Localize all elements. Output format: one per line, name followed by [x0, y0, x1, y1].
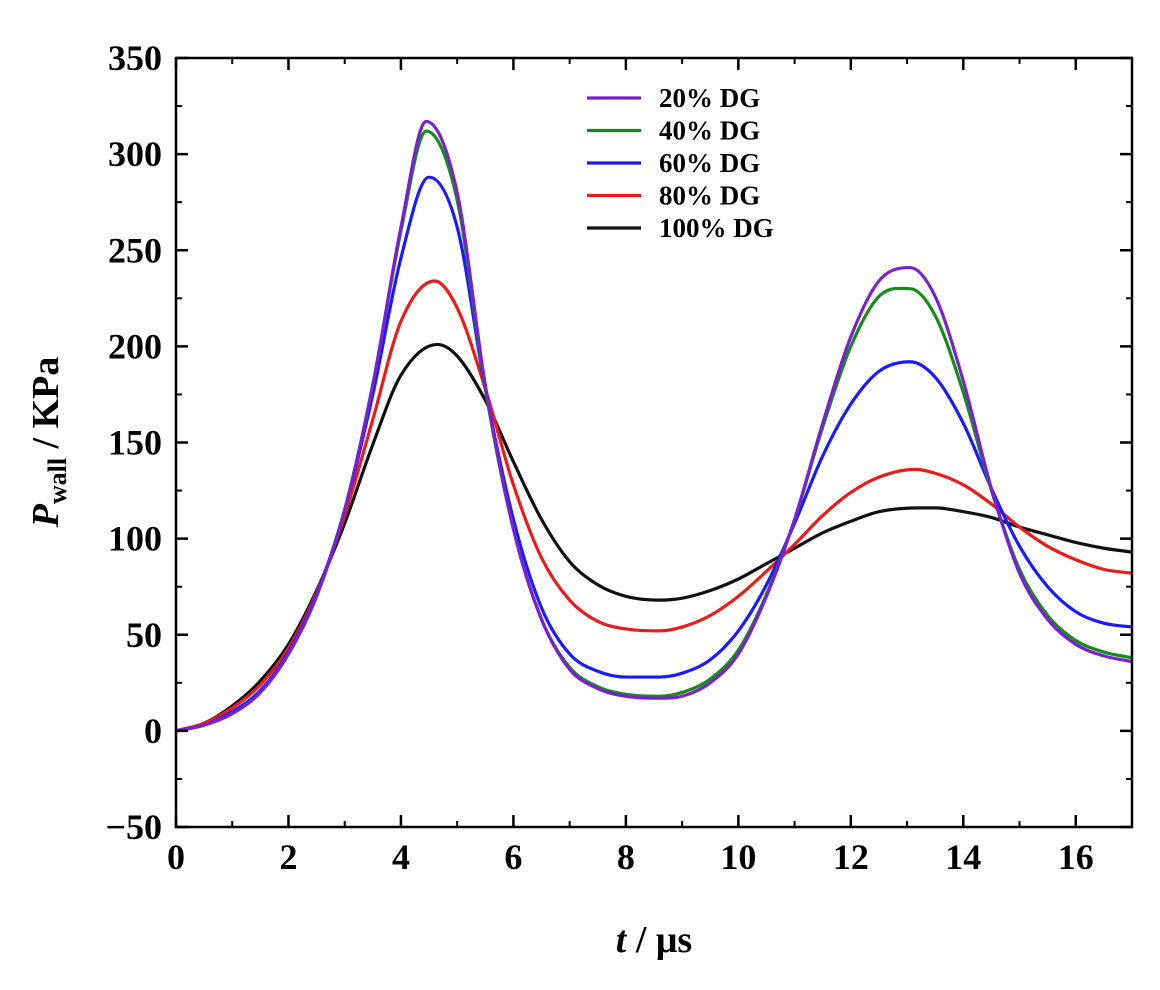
- y-tick-label: −50: [105, 807, 162, 847]
- legend-label-40pct-dg: 40% DG: [659, 116, 760, 146]
- x-tick-label: 4: [392, 837, 410, 877]
- y-tick-label: 300: [108, 134, 162, 174]
- y-axis-title: Pwall / KPa: [25, 357, 72, 529]
- x-axis-title: t / μs: [616, 919, 692, 961]
- x-tick-label: 14: [945, 837, 981, 877]
- y-tick-label: 0: [144, 711, 162, 751]
- series-line-80pct-dg: [175, 279, 1133, 733]
- series-layer: [175, 119, 1133, 733]
- y-tick-label: 200: [108, 326, 162, 366]
- x-tick-label: 12: [833, 837, 869, 877]
- y-tick-label: 350: [108, 38, 162, 78]
- series-line-20pct-dg: [175, 119, 1133, 733]
- y-tick-label: 250: [108, 230, 162, 270]
- plot-frame: [174, 56, 1134, 829]
- series-line-60pct-dg: [175, 175, 1133, 733]
- y-tick-label: 150: [108, 423, 162, 463]
- x-tick-label: 0: [167, 837, 185, 877]
- x-tick-label: 10: [720, 837, 756, 877]
- legend-label-100pct-dg: 100% DG: [659, 213, 774, 243]
- series-line-100pct-dg: [175, 342, 1133, 733]
- x-tick-label: 2: [279, 837, 297, 877]
- x-tick-label: 8: [617, 837, 635, 877]
- series-line-40pct-dg: [175, 129, 1133, 733]
- x-tick-label: 6: [504, 837, 522, 877]
- legend-label-80pct-dg: 80% DG: [659, 181, 760, 211]
- legend-label-20pct-dg: 20% DG: [659, 83, 760, 113]
- y-tick-label: 100: [108, 519, 162, 559]
- y-tick-label: 50: [126, 615, 162, 655]
- x-tick-label: 16: [1058, 837, 1094, 877]
- legend-label-60pct-dg: 60% DG: [659, 148, 760, 178]
